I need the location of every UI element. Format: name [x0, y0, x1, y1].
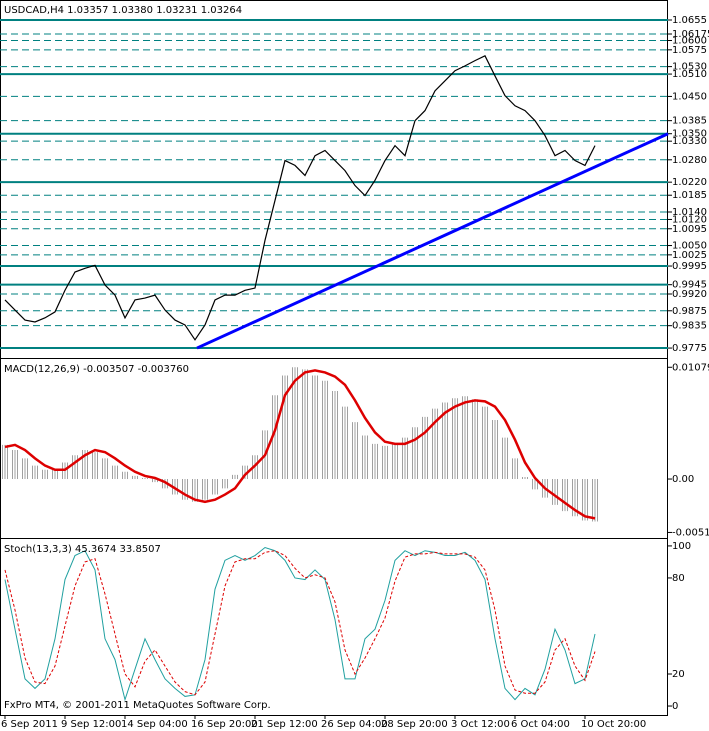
y-tick-label: 0.9995 [672, 261, 707, 272]
x-tick-label: 26 Sep 04:00 [321, 719, 388, 730]
y-tick-label: 1.0575 [672, 45, 707, 56]
y-tick-label: 0.00 [672, 474, 694, 485]
panel-title: Stoch(13,3,3) 45.3674 33.8507 [4, 544, 161, 555]
x-tick-label: 21 Sep 12:00 [251, 719, 318, 730]
y-tick-label: 1.0025 [672, 250, 707, 261]
y-tick-label: 1.06175 [672, 29, 709, 40]
y-tick-label: 0.9920 [672, 289, 707, 300]
y-tick-label: 0.9775 [672, 343, 707, 354]
price-line [4, 54, 596, 341]
stoch-line [4, 546, 596, 702]
y-tick-label: 1.0220 [672, 177, 707, 188]
copyright: FxPro MT4, © 2001-2011 MetaQuotes Softwa… [4, 700, 271, 711]
y-tick-label: 0 [672, 701, 678, 712]
x-tick-label: 6 Oct 04:00 [511, 719, 570, 730]
x-tick-label: 6 Sep 2011 [1, 719, 58, 730]
panel-title: MACD(12,26,9) -0.003507 -0.003760 [4, 364, 189, 375]
y-tick-label: -0.00516 [672, 527, 709, 538]
y-tick-label: 0.9835 [672, 321, 707, 332]
panel-title: USDCAD,H4 1.03357 1.03380 1.03231 1.0326… [4, 5, 242, 16]
y-tick-label: 1.0140 [672, 207, 707, 218]
x-tick-label: 10 Oct 20:00 [581, 719, 646, 730]
y-tick-label: 1.0120 [672, 214, 707, 225]
y-tick-label: 1.0385 [672, 116, 707, 127]
macd-signal [4, 369, 596, 520]
y-tick-label: 100 [672, 541, 691, 552]
trendline [196, 132, 669, 350]
y-tick-label: 20 [672, 669, 685, 680]
y-tick-label: 0.9945 [672, 280, 707, 291]
y-tick-label: 0.010797 [672, 362, 709, 373]
y-tick-label: 1.0600 [672, 36, 707, 47]
y-tick-label: 1.0280 [672, 155, 707, 166]
y-tick-label: 1.0450 [672, 91, 707, 102]
x-tick-label: 16 Sep 20:00 [191, 719, 258, 730]
x-tick-label: 28 Sep 20:00 [381, 719, 448, 730]
x-tick-label: 3 Oct 12:00 [451, 719, 510, 730]
y-tick-label: 0.9875 [672, 306, 707, 317]
y-tick-label: 80 [672, 573, 685, 584]
y-tick-label: 1.0350 [672, 129, 707, 140]
y-tick-label: 1.0330 [672, 136, 707, 147]
x-tick-label: 9 Sep 12:00 [61, 719, 121, 730]
y-tick-label: 1.0530 [672, 62, 707, 73]
y-tick-label: 1.0655 [672, 15, 707, 26]
y-tick-label: 1.0095 [672, 224, 707, 235]
y-tick-label: 1.0185 [672, 190, 707, 201]
y-tick-label: 1.0050 [672, 241, 707, 252]
x-tick-label: 14 Sep 04:00 [121, 719, 188, 730]
y-tick-label: 1.0510 [672, 69, 707, 80]
stoch-line [4, 550, 596, 696]
